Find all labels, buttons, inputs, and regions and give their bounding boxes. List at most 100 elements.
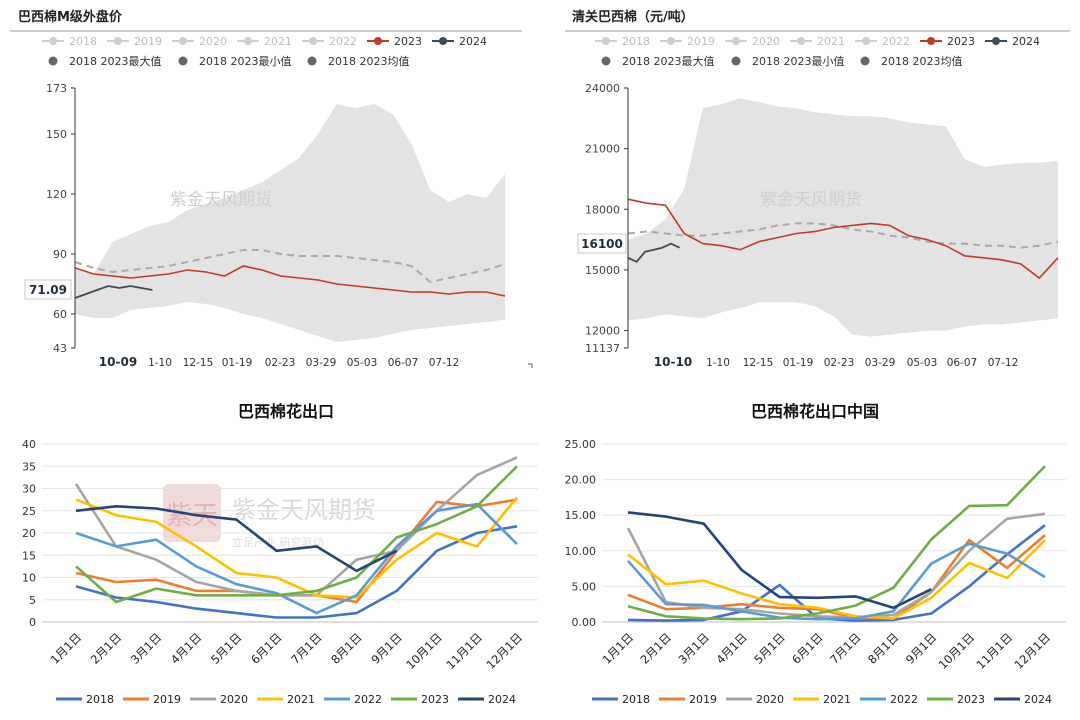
- legend[interactable]: 2018 2019 2020 2021 2022 2023 2024: [56, 693, 516, 706]
- legend-item-2021[interactable]: 2021: [257, 693, 315, 706]
- legend-label: 2018 2023最大值: [622, 54, 715, 68]
- legend-item-2021[interactable]: 2021: [790, 35, 845, 48]
- y-tick-label: 60: [53, 308, 67, 321]
- legend-item-2022[interactable]: 2022: [324, 693, 382, 706]
- series-2023-line: [627, 198, 1059, 280]
- watermark-text: 紫金天风期货: [170, 190, 272, 210]
- legend-label: 2019: [687, 35, 715, 48]
- y-tick-label: 120: [46, 188, 67, 201]
- legend-label: 2023: [947, 35, 975, 48]
- x-tick-label: 2月1日: [638, 630, 675, 667]
- y-tick-label: 0.00: [572, 616, 597, 629]
- x-tick-label: 11月1日: [443, 630, 485, 672]
- series-line-2021: [75, 496, 519, 599]
- chart-title: 巴西棉花出口中国: [751, 402, 879, 421]
- legend-item-2024[interactable]: 2024: [985, 35, 1040, 48]
- legend-item-2019[interactable]: 2019: [659, 693, 717, 706]
- legend-item-2024[interactable]: 2024: [458, 693, 516, 706]
- x-tick-label: 07-12: [988, 357, 1019, 369]
- min-max-band: [628, 98, 1058, 337]
- x-tick-label: 01-19: [783, 357, 814, 369]
- x-tick-label: 06-07: [388, 357, 419, 369]
- y-tick-label: 12000: [585, 325, 620, 338]
- x-tick-label: 12-15: [743, 357, 774, 369]
- legend-stat-item[interactable]: 2018 2023最小值: [731, 55, 845, 68]
- legend-item-2019[interactable]: 2019: [660, 35, 715, 48]
- legend-item-2022[interactable]: 2022: [855, 35, 910, 48]
- current-value-text: 16100: [581, 237, 623, 251]
- legend-label: 2020: [752, 35, 780, 48]
- legend-item-2019[interactable]: 2019: [123, 693, 181, 706]
- legend-item-2021[interactable]: 2021: [237, 35, 292, 48]
- legend-label: 2024: [488, 693, 516, 706]
- legend-stat-item[interactable]: 2018 2023最小值: [178, 55, 292, 68]
- y-tick-label: 35: [22, 460, 36, 473]
- legend-item-2023[interactable]: 2023: [920, 35, 975, 48]
- y-tick-label: 15.00: [565, 509, 597, 522]
- y-tick-label: 15000: [585, 264, 620, 277]
- series-line-2020: [626, 512, 1046, 620]
- legend-item-2023[interactable]: 2023: [367, 35, 422, 48]
- legend[interactable]: 2018 2019 2020 2021 2022 2023 2024 2018 2023最大值…: [595, 35, 1040, 68]
- x-tick-label: 8月1日: [328, 630, 365, 667]
- legend-marker-icon: [732, 37, 740, 45]
- current-value-label: 71.09: [24, 279, 72, 300]
- legend-marker-icon: [992, 37, 1000, 45]
- x-tick-label: 12月1日: [483, 630, 525, 672]
- legend-item-2023[interactable]: 2023: [391, 693, 449, 706]
- mean-line: [74, 249, 506, 284]
- legend[interactable]: 2018 2019 2020 2021 2022 2023 2024 2018 2023最大值…: [42, 35, 487, 68]
- x-tick-label: 06-07: [947, 357, 978, 369]
- legend-label: 2021: [817, 35, 845, 48]
- legend-item-2019[interactable]: 2019: [107, 35, 162, 48]
- legend[interactable]: 2018 2019 2020 2021 2022 2023 2024: [592, 693, 1052, 706]
- legend-item-2020[interactable]: 2020: [172, 35, 227, 48]
- legend-item-2020[interactable]: 2020: [725, 35, 780, 48]
- legend-item-2022[interactable]: 2022: [860, 693, 918, 706]
- y-tick-label: 43: [53, 342, 67, 355]
- y-tick-label: 5: [29, 594, 36, 607]
- legend-item-2018[interactable]: 2018: [42, 35, 97, 48]
- line-chart: 0 5 10 15 20 25 30 35 40 1月1日 2月1日 3月1日 4月1日 5月1日 6月1日…: [22, 438, 538, 672]
- legend-item-2024[interactable]: 2024: [994, 693, 1052, 706]
- legend-marker-icon: [862, 37, 870, 45]
- legend-item-2020[interactable]: 2020: [190, 693, 248, 706]
- legend-label: 2021: [287, 693, 315, 706]
- legend-item-2022[interactable]: 2022: [302, 35, 357, 48]
- legend-label: 2018: [86, 693, 114, 706]
- x-tick-label: 1-10: [148, 357, 172, 369]
- legend-label: 2022: [354, 693, 382, 706]
- legend-item-2020[interactable]: 2020: [726, 693, 784, 706]
- legend-stat-item[interactable]: 2018 2023均值: [860, 55, 963, 68]
- resize-handle-icon: [528, 363, 533, 368]
- y-tick-label: 25: [22, 505, 36, 518]
- panel-title: 清关巴西棉（元/吨）: [572, 9, 694, 25]
- series-2024: [627, 511, 932, 610]
- legend-stat-item[interactable]: 2018 2023均值: [307, 55, 410, 68]
- legend-label: 2022: [882, 35, 910, 48]
- legend-stat-item[interactable]: 2018 2023最大值: [48, 54, 162, 68]
- legend-item-2018[interactable]: 2018: [592, 693, 650, 706]
- legend-item-2021[interactable]: 2021: [793, 693, 851, 706]
- legend-marker-icon: [601, 56, 611, 66]
- x-tick-label: 12月1日: [1011, 630, 1053, 672]
- legend-label: 2019: [134, 35, 162, 48]
- legend-item-2023[interactable]: 2023: [927, 693, 985, 706]
- series-2024-line: [627, 242, 680, 263]
- watermark: 紫天 紫金天风期货 立足产业 研究驱动: [163, 484, 376, 549]
- legend-item-2018[interactable]: 2018: [56, 693, 114, 706]
- x-tick-label: 03-29: [865, 357, 896, 369]
- watermark-text: 紫金天风期货: [760, 190, 862, 210]
- watermark-subtext: 立足产业 研究驱动: [232, 535, 324, 549]
- legend-item-2024[interactable]: 2024: [432, 35, 487, 48]
- legend-marker-icon: [731, 56, 741, 66]
- series-line-2021: [627, 539, 1046, 620]
- y-tick-label: 30: [22, 483, 36, 496]
- x-tick-label: 12-15: [183, 357, 214, 369]
- legend-label: 2023: [394, 35, 422, 48]
- chart-title: 巴西棉花出口: [238, 402, 334, 421]
- plot-area: [627, 98, 1059, 337]
- legend-label: 2018: [622, 693, 650, 706]
- legend-item-2018[interactable]: 2018: [595, 35, 650, 48]
- legend-stat-item[interactable]: 2018 2023最大值: [601, 54, 715, 68]
